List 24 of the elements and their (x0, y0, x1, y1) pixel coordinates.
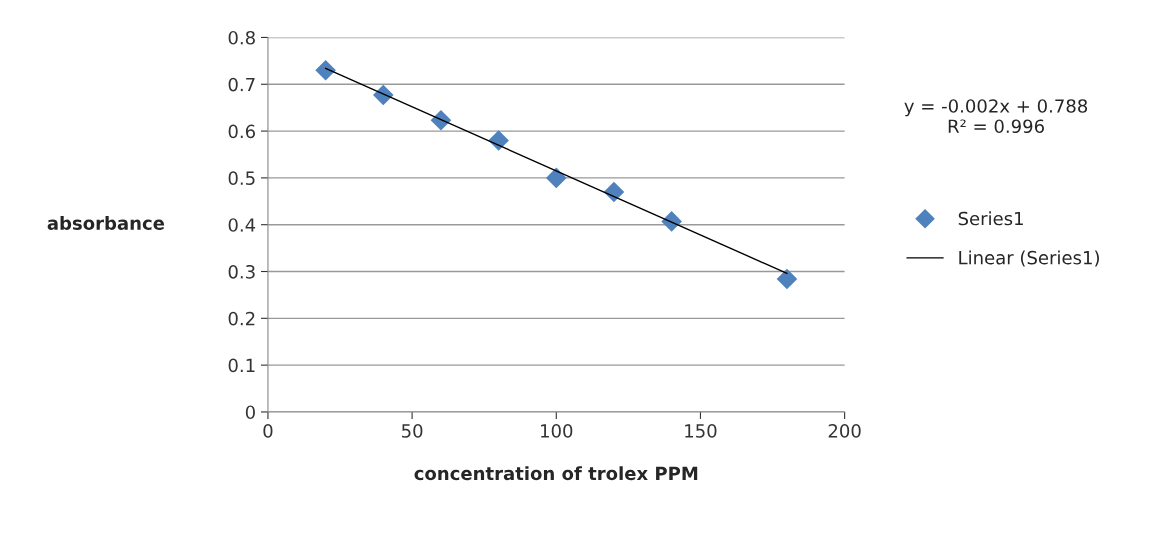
y-tick-label: 0.4 (228, 218, 256, 232)
y-tick-label: 0.8 (228, 30, 255, 45)
legend-label: Linear (Series1) (959, 250, 1099, 267)
x-tick-label: 150 (685, 424, 717, 438)
y-tick-label: 0.2 (228, 311, 255, 326)
x-axis-title: concentration of trolex PPM (414, 466, 698, 481)
x-tick-label: 50 (402, 424, 423, 438)
text: y = -0.002x + 0.788 R² = 0.996 (904, 99, 1088, 134)
legend-label: Series1 (958, 211, 1023, 226)
x-tick-label: 100 (541, 424, 573, 438)
point (488, 130, 509, 151)
point (545, 167, 567, 189)
point (776, 268, 798, 290)
y-tick-label: 0.1 (228, 358, 255, 373)
y-tick-label: 0.5 (228, 171, 255, 185)
y-tick-label: 0 (245, 405, 255, 420)
y-axis-title: absorbance (47, 215, 165, 230)
point (603, 181, 625, 203)
x-tick-label: 0 (263, 424, 273, 438)
y-tick-label: 0.3 (228, 264, 255, 279)
x-tick-label: 200 (828, 424, 861, 438)
y-tick-label: 0.7 (228, 77, 255, 92)
point (315, 59, 336, 81)
y-tick-label: 0.6 (228, 124, 256, 139)
